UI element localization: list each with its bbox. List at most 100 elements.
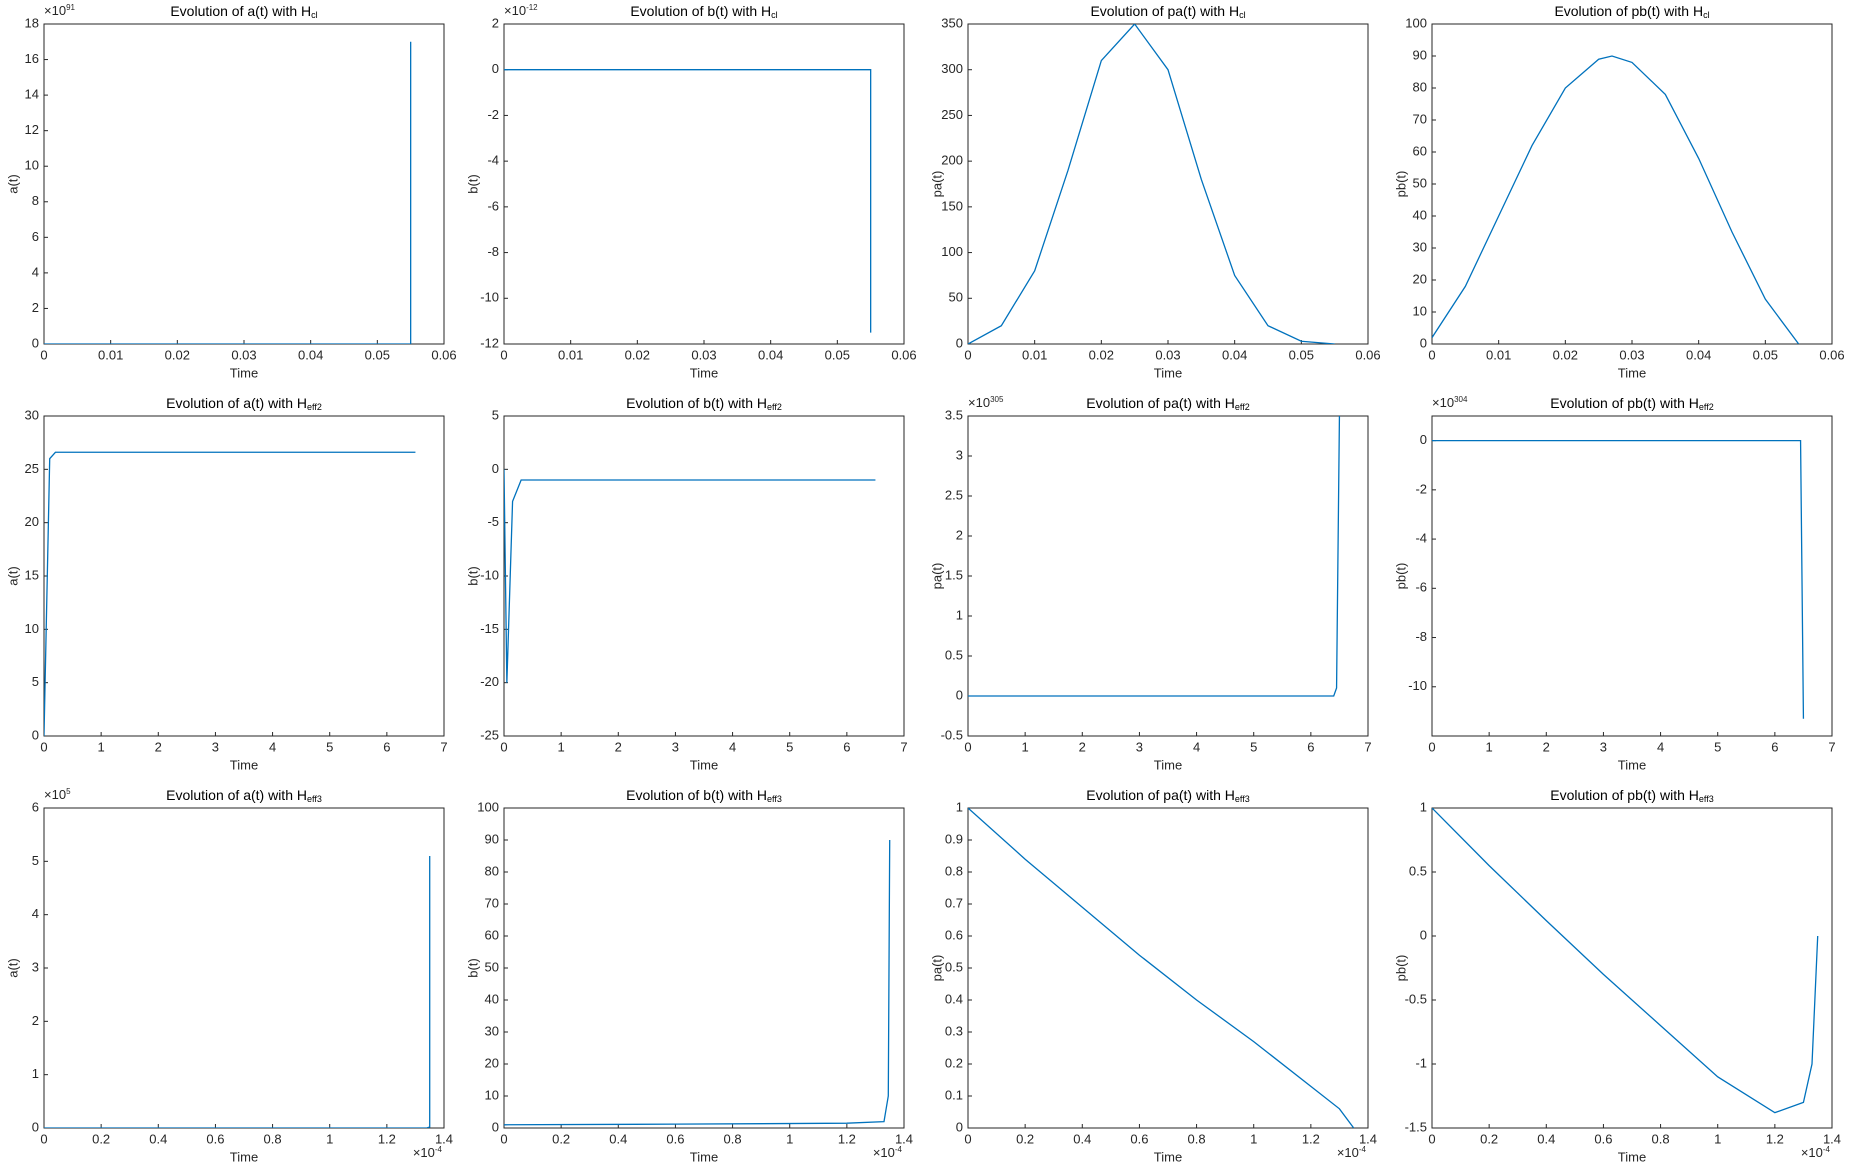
y-tick-label: 4	[32, 264, 39, 279]
axes-box	[1431, 415, 1833, 737]
x-tick-label: 0	[500, 1131, 507, 1146]
y-tick-label: 1	[956, 799, 963, 814]
y-tick-label: 90	[1413, 47, 1427, 62]
x-tick-label: 0.02	[165, 347, 190, 362]
x-tick-label: 6	[1307, 739, 1314, 754]
axes-box	[967, 415, 1369, 737]
title-subscript: eff3	[767, 794, 782, 804]
x-tick-label: 2	[1079, 739, 1086, 754]
y-tick-label: 0.7	[945, 895, 963, 910]
x-multiplier: ×10-4	[413, 1145, 443, 1160]
x-tick-label: 2	[615, 739, 622, 754]
x-axis-label: Time	[230, 365, 258, 380]
x-tick-label: 1	[98, 739, 105, 754]
title-text: Evolution of b(t) with H	[626, 395, 767, 411]
multiplier-base: ×10	[1432, 395, 1454, 410]
x-tick-label: 1.2	[378, 1131, 396, 1146]
axes-box	[43, 415, 445, 737]
y-tick-label: 0	[1420, 927, 1427, 942]
multiplier-base: ×10	[1801, 1145, 1823, 1160]
y-multiplier: ×10304	[1432, 395, 1468, 410]
title-subscript: cl	[1239, 10, 1246, 20]
y-tick-label: 2	[956, 527, 963, 542]
axes-box	[43, 807, 445, 1129]
y-tick-label: 3	[956, 447, 963, 462]
multiplier-power: 91	[66, 3, 75, 12]
y-tick-label: 0.5	[1409, 863, 1427, 878]
y-tick-label: -6	[1415, 580, 1427, 595]
y-tick-label: 5	[32, 853, 39, 868]
y-tick-label: 30	[485, 1023, 499, 1038]
y-tick-label: -1.5	[1405, 1119, 1427, 1134]
x-tick-label: 6	[1771, 739, 1778, 754]
y-tick-label: 50	[1413, 175, 1427, 190]
x-axis-label: Time	[690, 1149, 718, 1164]
x-tick-label: 5	[326, 739, 333, 754]
x-axis-label: Time	[690, 757, 718, 772]
y-tick-label: 12	[25, 122, 39, 137]
title-subscript: eff3	[1699, 794, 1714, 804]
y-tick-label: 0	[956, 687, 963, 702]
axes-box	[1431, 807, 1833, 1129]
y-tick-label: 20	[1413, 271, 1427, 286]
x-tick-label: 0.04	[1686, 347, 1711, 362]
subplot: 0 0.2 0.4 0.6 0.8 1 1.2 1.4 0 1 2 3 4 5 6 Evolution of …	[5, 787, 453, 1165]
title-subscript: eff3	[1235, 794, 1250, 804]
x-tick-label: 4	[269, 739, 276, 754]
y-tick-label: -10	[480, 567, 499, 582]
x-axis-label: Time	[1154, 1149, 1182, 1164]
x-tick-label: 7	[1364, 739, 1371, 754]
axes-box	[503, 415, 905, 737]
data-line	[44, 856, 431, 1128]
y-tick-label: 5	[32, 674, 39, 689]
y-tick-label: 0.3	[945, 1023, 963, 1038]
y-tick-label: -20	[480, 674, 499, 689]
x-tick-label: 0.05	[1289, 347, 1314, 362]
subplot: 0 1 2 3 4 5 6 7 -10 -8 -6 -4 -2 0 Evolution of pb(t) w…	[1393, 395, 1835, 773]
subplot: 0 0.01 0.02 0.03 0.04 0.05 0.06 0 10 20 30 40 50 60 70…	[1393, 3, 1844, 381]
y-tick-label: 10	[485, 1087, 499, 1102]
x-tick-label: 0.01	[1486, 347, 1511, 362]
title-subscript: eff2	[307, 402, 322, 412]
x-tick-label: 2	[155, 739, 162, 754]
y-tick-label: 60	[1413, 143, 1427, 158]
y-tick-label: 2	[32, 1013, 39, 1028]
data-line	[968, 24, 1335, 344]
x-axis-label: Time	[230, 1149, 258, 1164]
y-tick-label: 1	[956, 607, 963, 622]
x-tick-label: 0.8	[264, 1131, 282, 1146]
x-multiplier: ×10-4	[1801, 1145, 1831, 1160]
x-tick-label: 0.02	[625, 347, 650, 362]
multiplier-power: 5	[66, 787, 71, 796]
x-tick-label: 5	[1714, 739, 1721, 754]
x-tick-label: 0.06	[1819, 347, 1844, 362]
x-tick-label: 0.4	[1073, 1131, 1091, 1146]
data-line	[968, 808, 1355, 1128]
multiplier-base: ×10	[504, 3, 526, 18]
y-tick-label: -10	[1408, 678, 1427, 693]
data-line	[1432, 439, 1805, 719]
x-tick-label: 5	[786, 739, 793, 754]
multiplier-power: 304	[1454, 395, 1468, 404]
x-axis-label: Time	[1154, 757, 1182, 772]
plot-area	[504, 839, 891, 1126]
x-tick-label: 0.2	[1480, 1131, 1498, 1146]
x-tick-label: 0	[40, 739, 47, 754]
x-tick-label: 7	[900, 739, 907, 754]
subplot: 0 0.2 0.4 0.6 0.8 1 1.2 1.4 0 10 20 30 40 50 60 70 80 90 1…	[465, 787, 913, 1165]
title-text: Evolution of a(t) with H	[166, 787, 307, 803]
y-tick-label: 2	[32, 300, 39, 315]
y-tick-label: 1.5	[945, 567, 963, 582]
chart-title: Evolution of a(t) with Heff2	[166, 395, 322, 413]
title-subscript: eff2	[1699, 402, 1714, 412]
x-tick-label: 5	[1250, 739, 1257, 754]
x-axis-label: Time	[690, 365, 718, 380]
x-tick-label: 0.04	[1222, 347, 1247, 362]
chart-title: Evolution of pb(t) with Hcl	[1554, 3, 1709, 21]
y-axis-label: b(t)	[465, 566, 480, 586]
y-tick-label: 0.5	[945, 647, 963, 662]
x-tick-label: 0	[1428, 739, 1435, 754]
x-tick-label: 0	[964, 739, 971, 754]
subplot: 0 0.01 0.02 0.03 0.04 0.05 0.06 0 50 100 150 200 250…	[929, 3, 1380, 381]
y-tick-label: -4	[1415, 531, 1427, 546]
